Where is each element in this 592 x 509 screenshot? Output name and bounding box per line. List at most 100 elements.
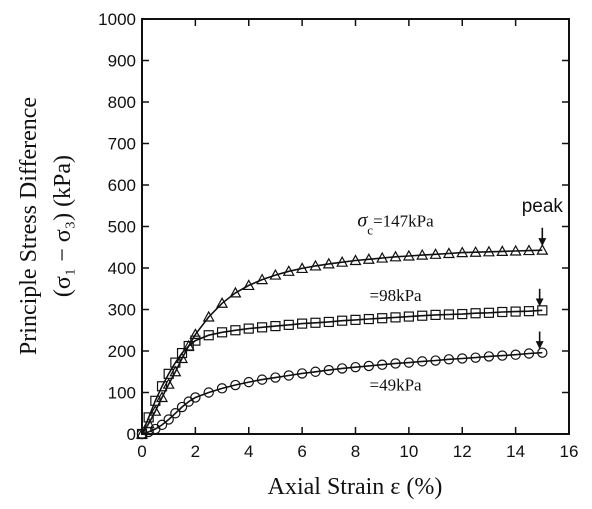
y-tick-label: 400 (108, 259, 136, 278)
data-point (469, 245, 482, 257)
x-tick-label: 2 (191, 442, 200, 461)
data-point (457, 308, 468, 320)
data-point (149, 404, 162, 416)
data-series (135, 243, 549, 440)
series-line (141, 309, 543, 435)
x-tick-label: 14 (506, 442, 525, 461)
data-point (430, 309, 441, 320)
data-point (416, 248, 429, 260)
y-axis: 0 100 200 300 400 500 600 700 800 900 1000 (98, 10, 569, 444)
data-point (470, 352, 481, 363)
y-tick-label: 600 (108, 176, 136, 195)
annotation-98: =98kPa (369, 286, 422, 305)
data-point (296, 368, 308, 379)
data-point (483, 351, 495, 362)
data-point (203, 330, 214, 341)
series-line (141, 351, 543, 435)
data-point (377, 313, 388, 324)
data-point (509, 244, 522, 256)
y-tick-label: 200 (108, 342, 136, 361)
data-point (170, 357, 181, 368)
data-point (156, 419, 168, 431)
data-point (229, 286, 242, 298)
data-point (322, 257, 335, 269)
data-point (510, 306, 521, 317)
data-point (203, 387, 214, 398)
x-tick-label: 6 (297, 442, 306, 461)
series-triangle (135, 243, 549, 439)
data-point (283, 319, 294, 330)
data-point (150, 395, 161, 406)
data-point (230, 325, 241, 336)
data-point (497, 306, 508, 318)
series-line (141, 249, 543, 435)
x-tick-label: 4 (244, 442, 253, 461)
data-point (216, 383, 228, 394)
data-point (282, 265, 295, 276)
y-tick-label: 300 (108, 301, 136, 320)
data-point (523, 348, 535, 359)
data-point (363, 313, 374, 325)
y-tick-label: 0 (127, 425, 136, 444)
data-point (483, 307, 495, 318)
data-point (336, 363, 348, 374)
data-point (336, 255, 349, 267)
data-point (190, 392, 201, 403)
data-point (362, 253, 375, 264)
data-point (350, 314, 361, 325)
data-point (323, 364, 335, 376)
y-axis-title-line2: (σ₁ − σ₃) (kPa) (50, 155, 76, 297)
x-tick-label: 16 (560, 442, 579, 461)
data-point (242, 279, 255, 291)
data-point (457, 353, 468, 364)
data-point (390, 312, 401, 323)
data-point (190, 335, 201, 346)
data-point (309, 259, 322, 271)
data-point (443, 354, 455, 365)
data-point (350, 361, 361, 373)
data-point (310, 366, 321, 377)
data-point (163, 368, 174, 379)
series-square (136, 305, 548, 440)
data-point (310, 317, 321, 328)
data-point (183, 340, 194, 352)
y-tick-label: 900 (108, 52, 136, 71)
data-point (376, 359, 388, 370)
series-circle (136, 347, 548, 440)
x-tick-label: 12 (453, 442, 472, 461)
data-point (536, 243, 549, 255)
data-point (176, 401, 188, 413)
x-tick-label: 0 (137, 442, 146, 461)
x-axis: 0 2 4 6 8 10 12 14 16 (137, 19, 578, 461)
data-point (403, 357, 415, 368)
data-point (269, 268, 282, 280)
data-point (243, 323, 254, 334)
y-tick-label: 700 (108, 135, 136, 154)
data-point (270, 372, 281, 383)
y-tick-label: 800 (108, 93, 136, 112)
data-point (163, 414, 174, 425)
data-point (156, 381, 168, 392)
x-tick-label: 8 (351, 442, 360, 461)
data-point (443, 309, 455, 320)
y-tick-label: 500 (108, 218, 136, 237)
data-point (417, 356, 428, 367)
data-point (230, 379, 241, 391)
data-point (143, 426, 154, 438)
data-point (323, 316, 334, 328)
data-point (216, 327, 228, 338)
data-point (403, 311, 414, 322)
data-point (429, 248, 442, 259)
data-point (283, 370, 294, 381)
data-point (510, 349, 521, 360)
data-point (497, 350, 508, 361)
data-point (296, 262, 309, 274)
data-point (297, 318, 308, 329)
data-point (442, 247, 455, 259)
data-point (337, 315, 348, 326)
data-point (176, 347, 188, 359)
data-point (243, 376, 254, 388)
data-point (456, 246, 469, 258)
data-point (389, 250, 402, 262)
